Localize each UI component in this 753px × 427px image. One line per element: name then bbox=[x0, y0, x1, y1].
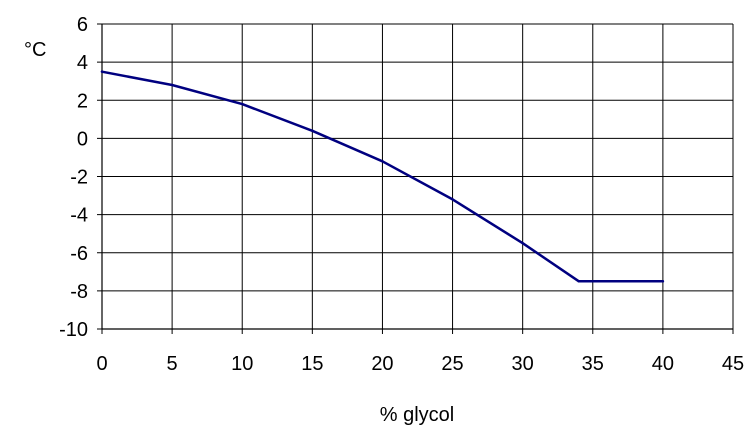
data-point bbox=[661, 280, 665, 283]
y-tick-label: -2 bbox=[70, 167, 88, 189]
data-point bbox=[577, 280, 580, 283]
data-point bbox=[451, 198, 454, 201]
y-tick-label: -10 bbox=[59, 319, 88, 341]
data-point bbox=[521, 242, 524, 245]
x-tick-label: 0 bbox=[96, 353, 107, 375]
series-layer bbox=[100, 70, 665, 283]
data-point bbox=[100, 70, 104, 73]
x-tick-labels: 0 5 10 15 20 25 30 35 40 45 bbox=[96, 353, 744, 375]
x-tick-label: 15 bbox=[301, 353, 323, 375]
x-tick-label: 35 bbox=[582, 353, 604, 375]
x-tick-label: 5 bbox=[167, 353, 178, 375]
data-point bbox=[381, 160, 384, 163]
y-tick-label: 6 bbox=[77, 14, 88, 36]
axes bbox=[97, 23, 734, 334]
x-tick-label: 20 bbox=[371, 353, 393, 375]
data-point bbox=[170, 83, 174, 87]
x-tick-label: 40 bbox=[652, 353, 674, 375]
grid bbox=[101, 23, 734, 330]
y-tick-label: -4 bbox=[70, 205, 88, 227]
data-point bbox=[311, 129, 314, 132]
x-axis-title: % glycol bbox=[380, 404, 454, 426]
y-tick-labels: 6 4 2 0 -2 -4 -6 -8 -10 bbox=[59, 14, 88, 341]
x-tick-label: 10 bbox=[231, 353, 253, 375]
y-tick-label: 4 bbox=[77, 52, 88, 74]
y-axis-title: °C bbox=[24, 39, 46, 61]
data-point bbox=[241, 102, 244, 106]
y-tick-label: -6 bbox=[70, 243, 88, 265]
x-tick-label: 30 bbox=[512, 353, 534, 375]
y-tick-label: 2 bbox=[77, 90, 88, 112]
x-tick-label: 45 bbox=[722, 353, 744, 375]
y-tick-label: 0 bbox=[77, 128, 88, 150]
x-tick-label: 25 bbox=[441, 353, 463, 375]
y-tick-label: -8 bbox=[70, 281, 88, 303]
